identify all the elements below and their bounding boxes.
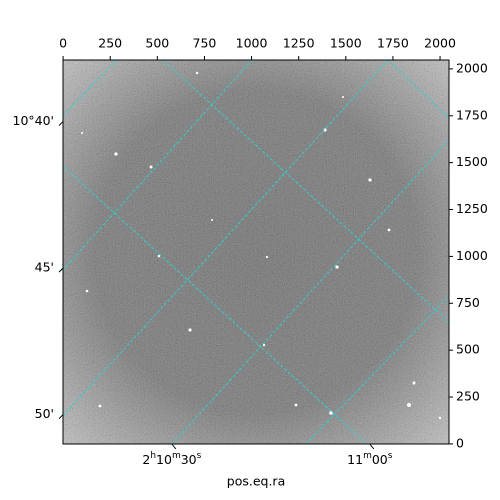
dec-tick: [58, 414, 64, 420]
x-axis-label: pos.eq.ra: [227, 474, 285, 489]
right-tick-label: 0: [456, 435, 464, 450]
dec-tick-label: 10°40': [13, 113, 55, 128]
dec-tick-label: 45': [35, 260, 54, 275]
right-tick-label: 1000: [456, 248, 488, 263]
top-tick-label: 1750: [377, 36, 409, 51]
right-tick-label: 1500: [456, 154, 488, 169]
dec-tick-label: 50': [35, 406, 54, 421]
top-tick-label: 2000: [424, 36, 456, 51]
frame: [62, 59, 450, 445]
top-tick-label: 1250: [283, 36, 315, 51]
right-tick-label: 1750: [456, 107, 488, 122]
top-tick-label: 1000: [236, 36, 268, 51]
coordinate-grid: [63, 60, 449, 444]
ra-tick: [369, 443, 375, 450]
right-tick-label: 250: [456, 389, 480, 404]
right-tick-label: 750: [456, 295, 480, 310]
sky-image: [63, 60, 449, 444]
top-tick-label: 250: [98, 36, 122, 51]
ra-tick: [171, 443, 177, 450]
right-tick-label: 1250: [456, 201, 488, 216]
top-tick-label: 750: [193, 36, 217, 51]
right-tick-label: 500: [456, 342, 480, 357]
top-tick-label: 500: [145, 36, 169, 51]
ra-tick-label: 11m00s: [347, 451, 393, 467]
dec-tick: [58, 121, 64, 126]
right-tick-label: 2000: [456, 60, 488, 75]
top-tick-label: 0: [59, 36, 67, 51]
top-tick-label: 1500: [330, 36, 362, 51]
ra-tick-label: 2h10m30s: [142, 451, 201, 467]
dec-tick: [58, 267, 64, 273]
